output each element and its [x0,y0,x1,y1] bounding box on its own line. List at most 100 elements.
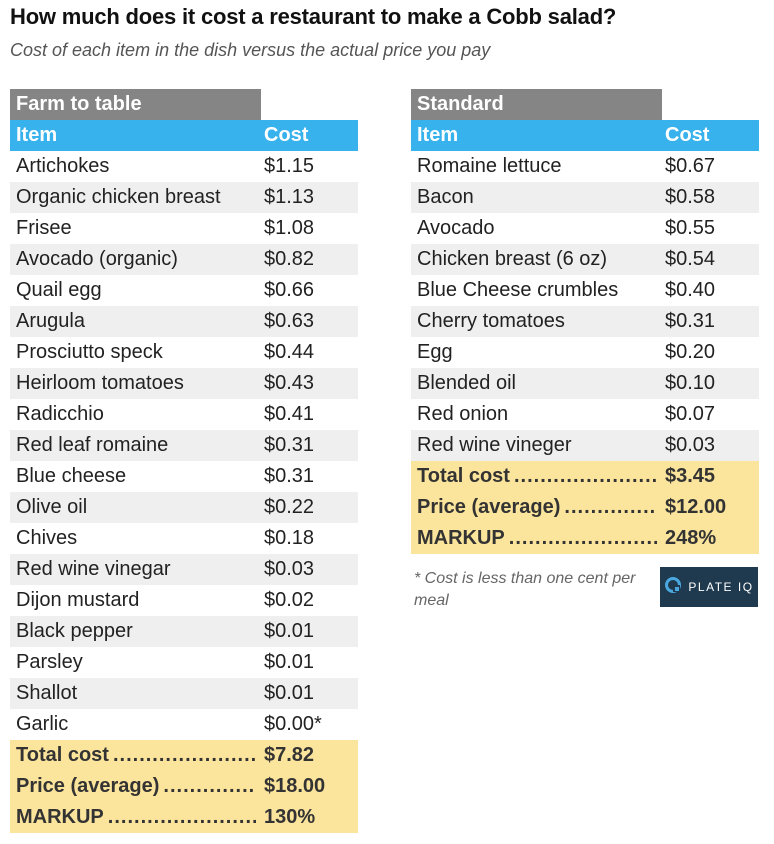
item-cost-cell: $0.31 [264,434,315,456]
table-row: Avocado $0.55 [411,213,759,244]
item-cost-cell: $0.22 [264,496,315,518]
table-section-title: Standard [411,89,662,120]
item-name-cell: Chicken breast (6 oz) [417,248,608,270]
item-cost-cell: $0.66 [264,279,315,301]
column-header-cost: Cost [665,124,710,146]
table-row: Avocado (organic) $0.82 [10,244,358,275]
column-header-item: Item [16,124,58,146]
total-value-cell: $18.00 [264,775,326,797]
item-cost-cell: $1.08 [264,217,315,239]
item-name-cell: Blended oil [417,372,516,394]
plate-iq-mark-icon [664,576,682,599]
total-label: Total cost [16,744,109,766]
total-value-cell: $3.45 [665,465,716,487]
item-cost-cell: $0.07 [665,403,716,425]
total-label: Price (average) [16,775,160,797]
dot-leader [560,492,657,523]
table-row: Garlic $0.00* [10,709,358,740]
total-row: MARKUP 248% [411,523,759,554]
item-cost-cell: $0.02 [264,589,315,611]
dot-leader [104,802,256,833]
item-cost-cell: $0.31 [264,465,315,487]
table-row: Quail egg $0.66 [10,275,358,306]
total-label: Total cost [417,465,510,487]
item-name-cell: Olive oil [16,496,88,518]
table-section-title: Farm to table [10,89,261,120]
table-row: Prosciutto speck $0.44 [10,337,358,368]
chart-subtitle: Cost of each item in the dish versus the… [10,40,491,60]
item-cost-cell: $0.31 [665,310,716,332]
item-cost-cell: $0.54 [665,248,716,270]
item-name-cell: Radicchio [16,403,104,425]
total-value-cell: $7.82 [264,744,315,766]
item-cost-cell: $0.01 [264,651,315,673]
footnote: * Cost is less than one cent per meal [414,570,636,609]
table-header-row: Item Cost [411,120,759,151]
table-row: Blended oil $0.10 [411,368,759,399]
item-name-cell: Chives [16,527,78,549]
total-row: Price (average) $12.00 [411,492,759,523]
item-name-cell: Red leaf romaine [16,434,169,456]
item-name-cell: Red wine vinegar [16,558,171,580]
total-value-cell: 248% [665,527,717,549]
table-row: Bacon $0.58 [411,182,759,213]
item-cost-cell: $0.01 [264,620,315,642]
item-cost-cell: $0.63 [264,310,315,332]
item-name-cell: Avocado [417,217,495,239]
item-cost-cell: $0.58 [665,186,716,208]
item-name-cell: Bacon [417,186,474,208]
item-name-cell: Frisee [16,217,72,239]
total-label: Price (average) [417,496,561,518]
item-name-cell: Blue Cheese crumbles [417,279,619,301]
item-name-cell: Prosciutto speck [16,341,163,363]
item-name-cell: Artichokes [16,155,110,177]
item-name-cell: Avocado (organic) [16,248,178,270]
total-value-cell: 130% [264,806,316,828]
item-name-cell: Parsley [16,651,83,673]
total-row: MARKUP 130% [10,802,358,833]
table-row: Red wine vinegar $0.03 [10,554,358,585]
table-row: Red onion $0.07 [411,399,759,430]
table-row: Parsley $0.01 [10,647,358,678]
column-header-item: Item [417,124,459,146]
item-name-cell: Dijon mustard [16,589,140,611]
item-cost-cell: $1.13 [264,186,315,208]
table-row: Chives $0.18 [10,523,358,554]
item-cost-cell: $0.44 [264,341,315,363]
total-label-cell: MARKUP [10,802,260,833]
table-row: Arugula $0.63 [10,306,358,337]
item-cost-cell: $0.55 [665,217,716,239]
table-row: Artichokes $1.15 [10,151,358,182]
total-label: MARKUP [16,806,104,828]
table-row: Black pepper $0.01 [10,616,358,647]
total-label-cell: Total cost [10,740,260,771]
item-name-cell: Red wine vineger [417,434,572,456]
item-name-cell: Arugula [16,310,85,332]
chart-title: How much does it cost a restaurant to ma… [10,4,617,29]
item-name-cell: Garlic [16,713,69,735]
table-row: Heirloom tomatoes $0.43 [10,368,358,399]
item-cost-cell: $0.20 [665,341,716,363]
item-cost-cell: $1.15 [264,155,315,177]
item-cost-cell: $0.41 [264,403,315,425]
table-row: Olive oil $0.22 [10,492,358,523]
item-name-cell: Quail egg [16,279,102,301]
column-header-cost: Cost [264,124,309,146]
item-cost-cell: $0.10 [665,372,716,394]
item-name-cell: Romaine lettuce [417,155,562,177]
item-name-cell: Shallot [16,682,78,704]
item-name-cell: Heirloom tomatoes [16,372,184,394]
item-cost-cell: $0.43 [264,372,315,394]
table-row: Organic chicken breast $1.13 [10,182,358,213]
total-value-cell: $12.00 [665,496,727,518]
dot-leader [109,740,256,771]
total-label-cell: Price (average) [10,771,260,802]
item-cost-cell: $0.18 [264,527,315,549]
item-name-cell: Egg [417,341,453,363]
table-row: Cherry tomatoes $0.31 [411,306,759,337]
table-row: Red leaf romaine $0.31 [10,430,358,461]
item-cost-cell: $0.67 [665,155,716,177]
table-header-row: Item Cost [10,120,358,151]
standard-table: Standard Item Cost Romaine lettuce $0.67 Baco… [411,89,759,554]
total-label-cell: Price (average) [411,492,661,523]
